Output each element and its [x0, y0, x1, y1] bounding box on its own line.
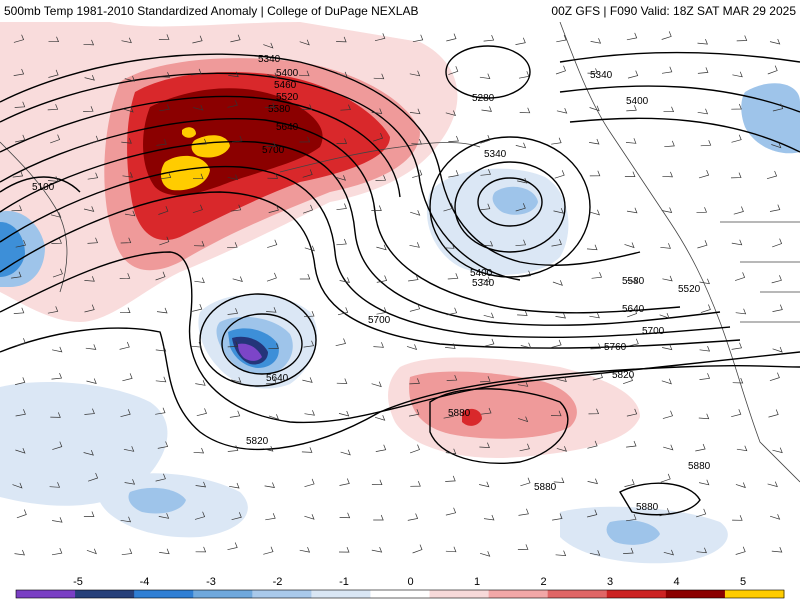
colorbar-tick-label: -1	[339, 576, 349, 588]
contour-label: 5640	[276, 122, 299, 133]
colorbar-tick-label: -3	[206, 576, 216, 588]
colorbar-segment	[252, 590, 312, 598]
contour-label: 5640	[266, 373, 289, 384]
contour-label: 5700	[368, 315, 391, 326]
contour-label: 5400	[626, 96, 649, 107]
contour-label: 5580	[268, 104, 291, 115]
contour-label: 5400	[276, 68, 299, 79]
contour-label: 5880	[688, 461, 711, 472]
model-run-info: 00Z GFS | F090 Valid: 18Z SAT MAR 29 202…	[551, 4, 796, 18]
colorbar-segment	[725, 590, 785, 598]
colorbar-tick-label: 0	[407, 576, 413, 588]
colorbar-segment	[16, 590, 76, 598]
contour-label: 5820	[612, 370, 635, 381]
map-title: 500mb Temp 1981-2010 Standardized Anomal…	[4, 4, 419, 18]
contour-label: 5100	[32, 182, 55, 193]
contour-label: 5640	[622, 304, 645, 315]
contour-label: 5520	[678, 284, 701, 295]
colorbar-tick-label: 1	[474, 576, 480, 588]
contour-label: 5880	[448, 408, 471, 419]
colorbar-segment	[134, 590, 194, 598]
contour-label: 5820	[246, 436, 269, 447]
colorbar-tick-label: -5	[73, 576, 83, 588]
contour-label: 5700	[642, 326, 665, 337]
colorbar-tick-label: -4	[140, 576, 150, 588]
colorbar-segment	[489, 590, 549, 598]
anomaly-map: 5340 5400 5460 5520 5580 5640 5700 5100 …	[0, 22, 800, 572]
colorbar-tick-label: 4	[673, 576, 679, 588]
contour-label: 5460	[274, 80, 297, 91]
colorbar: -5 -4 -3 -2 -1 0 1 2 3 4 5	[0, 572, 800, 600]
colorbar-tick-label: 3	[607, 576, 613, 588]
colorbar-segment	[75, 590, 135, 598]
contour-label: 5760	[604, 342, 627, 353]
contour-label: 5880	[534, 482, 557, 493]
colorbar-segment	[311, 590, 371, 598]
colorbar-tick-label: -2	[273, 576, 283, 588]
colorbar-segment	[370, 590, 430, 598]
colorbar-segment	[548, 590, 608, 598]
map-header: 500mb Temp 1981-2010 Standardized Anomal…	[0, 0, 800, 22]
colorbar-segment	[430, 590, 490, 598]
contour-label: 5520	[276, 92, 299, 103]
contour-label: 5340	[590, 70, 613, 81]
colorbar-segment	[607, 590, 667, 598]
colorbar-segment	[193, 590, 253, 598]
contour-label: 5340	[258, 54, 281, 65]
contour-label: 5340	[484, 149, 507, 160]
colorbar-segment	[666, 590, 726, 598]
contour-label: 5280	[472, 93, 495, 104]
colorbar-tick-label: 2	[540, 576, 546, 588]
colorbar-tick-label: 5	[740, 576, 746, 588]
contour-label: 5880	[636, 502, 659, 513]
